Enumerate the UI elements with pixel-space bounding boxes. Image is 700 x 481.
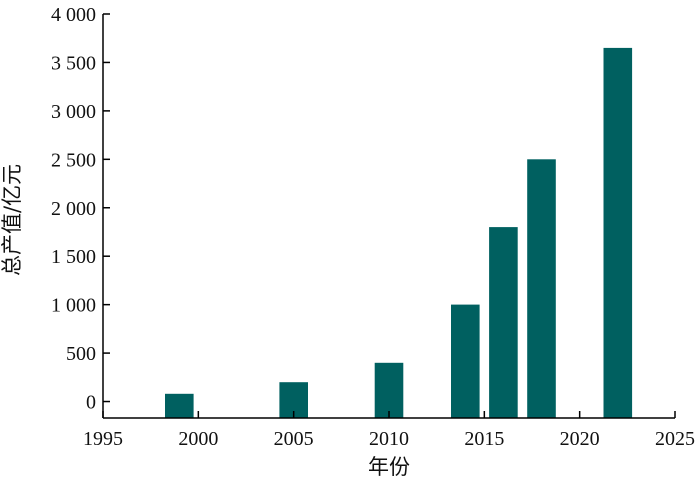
y-tick-label-2000: 2 000 (51, 198, 96, 220)
x-tick-label-2015: 2015 (464, 428, 504, 450)
x-axis-label: 年份 (368, 455, 410, 479)
bar-2018 (527, 159, 556, 419)
x-tick-label-2025: 2025 (655, 428, 695, 450)
y-tick-label-3500: 3 500 (51, 52, 96, 74)
y-tick-label-1500: 1 500 (51, 246, 96, 268)
y-axis-label: 总产值/亿元 (0, 164, 24, 276)
y-tick-label-1000: 1 000 (51, 295, 96, 317)
y-tick-label-3000: 3 000 (51, 101, 96, 123)
bar-2010 (374, 362, 404, 418)
bar-1999 (165, 393, 194, 418)
y-tick-label-500: 500 (66, 343, 96, 365)
x-ticks-group: 1995 2000 2005 2010 2015 2020 2025 (83, 411, 695, 450)
axes-group (102, 14, 675, 419)
bars-group (165, 47, 633, 419)
x-tick-label-2010: 2010 (369, 428, 409, 450)
x-tick-label-1995: 1995 (83, 428, 123, 450)
bar-2022 (603, 47, 633, 419)
x-tick-label-2005: 2005 (274, 428, 314, 450)
bar-2014 (451, 304, 480, 418)
y-tick-label-0: 0 (86, 392, 96, 414)
y-tick-label-4000: 4 000 (51, 4, 96, 26)
x-tick-label-2020: 2020 (560, 428, 600, 450)
y-tick-label-2500: 2 500 (51, 149, 96, 171)
x-tick-label-2000: 2000 (178, 428, 218, 450)
bar-2016 (489, 227, 518, 418)
y-ticks-group: 0 500 1 000 1 500 2 000 2 500 3 000 3 500 4 000 (51, 4, 110, 414)
